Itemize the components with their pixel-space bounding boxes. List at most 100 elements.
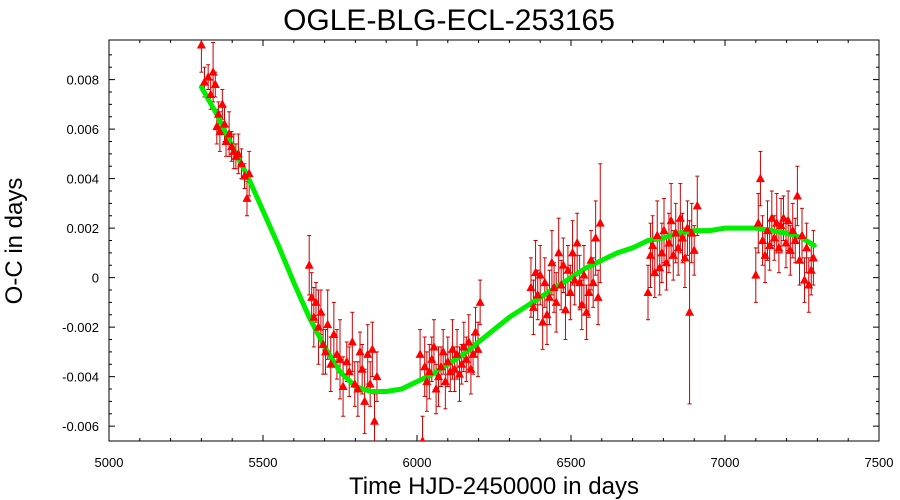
data-point: [788, 225, 798, 235]
data-point: [318, 339, 328, 348]
data-point: [468, 349, 478, 358]
data-point: [347, 336, 357, 346]
data-point: [797, 230, 807, 240]
data-point: [353, 384, 363, 393]
data-point: [475, 297, 485, 306]
data-point: [549, 282, 559, 292]
x-tick-label: 7500: [865, 455, 894, 470]
data-point: [443, 356, 453, 366]
data-point: [774, 242, 784, 252]
data-point: [242, 193, 252, 202]
data-point: [304, 260, 314, 269]
data-point: [682, 223, 692, 232]
data-point: [751, 270, 761, 279]
data-point: [652, 230, 662, 240]
data-point: [221, 136, 231, 145]
data-point: [461, 354, 471, 363]
data-point: [547, 257, 557, 267]
data-point: [563, 265, 573, 274]
data-point: [473, 344, 483, 353]
y-tick-label: 0: [92, 271, 99, 286]
y-tick-label: -0.004: [62, 370, 99, 385]
data-point: [575, 277, 585, 287]
data-point: [528, 302, 538, 311]
data-point: [808, 252, 818, 262]
data-point: [556, 280, 566, 289]
data-point: [215, 126, 225, 136]
data-point: [419, 436, 426, 441]
data-point: [591, 233, 601, 242]
data-point: [199, 77, 209, 86]
data-point: [344, 366, 354, 376]
data-point: [236, 158, 246, 168]
data-point: [544, 292, 554, 301]
data-point: [447, 344, 457, 353]
data-point: [464, 336, 474, 346]
data-point: [586, 255, 596, 264]
data-point: [342, 356, 352, 366]
y-tick-label: 0.006: [66, 122, 99, 137]
data-point: [760, 250, 770, 259]
data-point: [577, 299, 587, 309]
data-point: [450, 364, 460, 373]
chart-title: OGLE-BLG-ECL-253165: [283, 4, 615, 37]
data-point: [781, 237, 791, 247]
data-point: [369, 416, 379, 425]
x-axis-label: Time HJD-2450000 in days: [349, 473, 639, 500]
data-point: [755, 173, 765, 183]
data-point: [779, 213, 789, 222]
data-point: [309, 312, 319, 321]
data-point: [668, 250, 678, 259]
data-point: [526, 282, 536, 292]
data-point: [655, 262, 665, 272]
data-point: [581, 307, 591, 316]
data-point: [664, 237, 674, 247]
data-point: [326, 359, 336, 368]
data-point: [558, 260, 568, 269]
data-point: [431, 384, 441, 393]
data-point: [427, 354, 437, 363]
y-tick-label: -0.002: [62, 320, 99, 335]
data-layer: [196, 40, 818, 441]
data-point: [648, 240, 658, 249]
data-point: [799, 275, 809, 284]
data-point: [677, 233, 687, 242]
data-point: [367, 344, 377, 353]
data-point: [363, 349, 373, 358]
data-point: [661, 257, 671, 267]
data-point: [568, 247, 578, 257]
data-point: [593, 292, 603, 301]
data-point: [572, 237, 582, 247]
data-point: [357, 364, 367, 373]
data-point: [203, 72, 213, 81]
data-point: [671, 228, 681, 237]
x-tick-label: 6500: [557, 455, 586, 470]
data-point: [657, 247, 667, 257]
data-point: [687, 228, 697, 237]
data-point: [692, 200, 702, 210]
data-point: [579, 270, 589, 279]
data-point: [365, 379, 375, 388]
data-point: [792, 190, 802, 200]
plot-area: 5000 5500 6000 6500 7000 7500 -0.006 -0.004 -0.0…: [62, 39, 894, 470]
data-point: [224, 129, 234, 138]
data-point: [769, 233, 779, 242]
data-point: [790, 235, 800, 244]
x-tick-label: 5000: [95, 455, 124, 470]
y-tick-label: 0.004: [66, 172, 99, 187]
data-point: [471, 327, 481, 336]
data-point: [666, 215, 676, 225]
x-tick-label: 7000: [711, 455, 740, 470]
data-point: [554, 247, 564, 257]
data-point: [570, 275, 580, 284]
data-point: [445, 366, 455, 376]
data-point: [311, 297, 321, 306]
data-point: [758, 235, 768, 244]
data-point: [542, 309, 552, 319]
data-point: [360, 396, 370, 405]
data-point: [680, 252, 690, 262]
data-point: [217, 99, 227, 108]
data-point: [213, 109, 223, 118]
data-point: [659, 225, 669, 235]
